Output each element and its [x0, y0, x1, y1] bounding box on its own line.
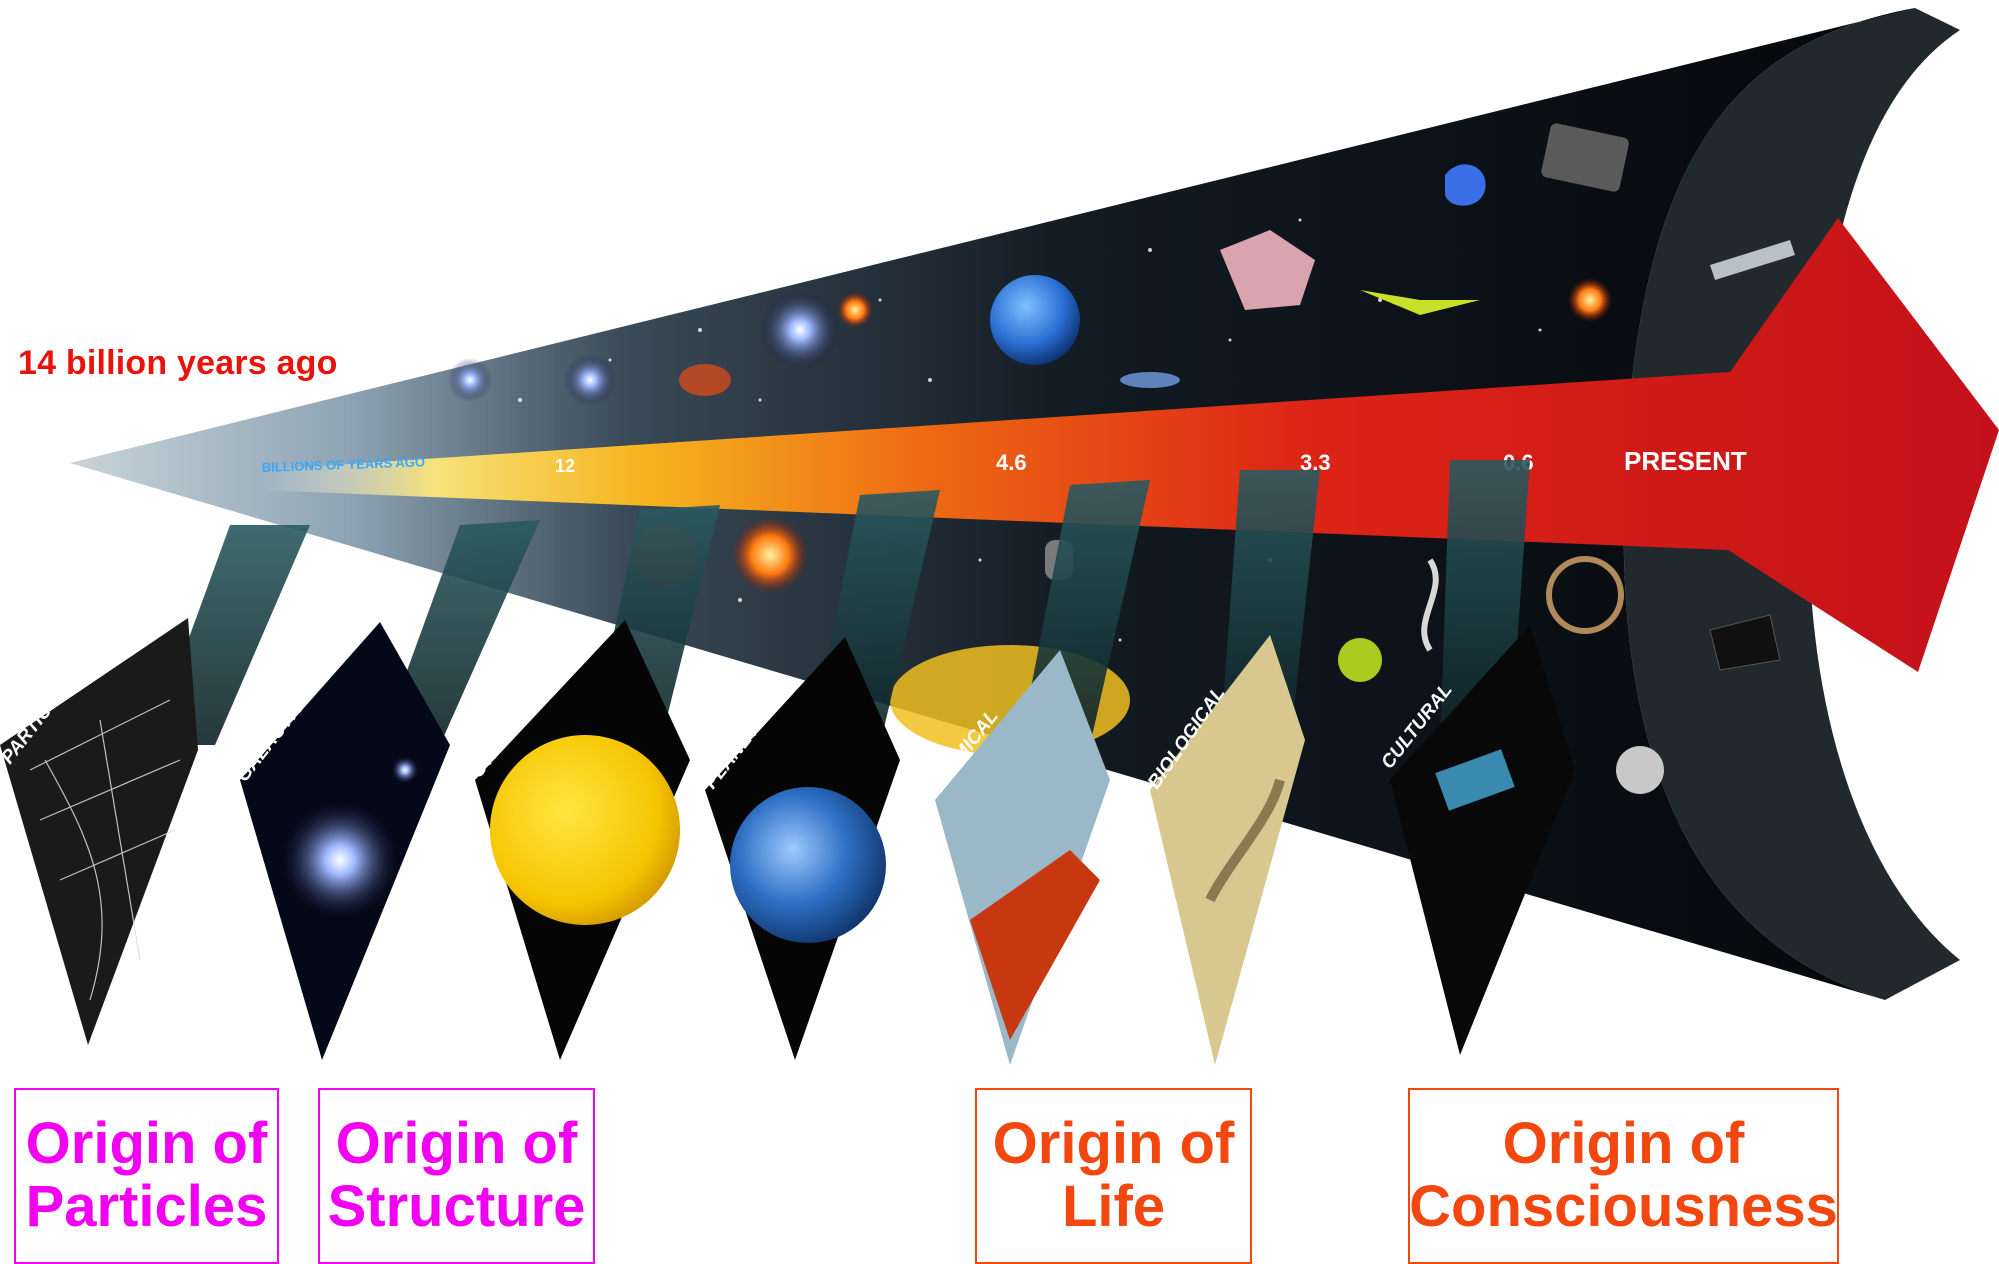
pterosaur-icon	[1360, 290, 1480, 315]
origin-particles-box: Origin of Particles	[14, 1088, 279, 1264]
nebula-icon	[679, 364, 731, 396]
origin-structure-line2: Structure	[327, 1174, 586, 1239]
origin-life-line2: Life	[1061, 1174, 1166, 1239]
start-time-label: 14 billion years ago	[18, 344, 338, 382]
era-panel-cultural	[1390, 625, 1575, 1055]
fire-icon	[1568, 278, 1612, 322]
airplane-icon	[1710, 240, 1795, 280]
origin-life-line1: Origin of	[992, 1111, 1235, 1177]
era-panel-particulate	[0, 618, 198, 1045]
star-flare-icon	[837, 292, 873, 328]
piano-icon	[1709, 614, 1781, 671]
early-galaxy-icon	[448, 358, 492, 402]
origin-consciousness-box: Origin of Consciousness	[1408, 1088, 1839, 1264]
flower-icon	[1445, 164, 1486, 206]
trilobite-icon	[1205, 778, 1285, 903]
origin-consciousness-line1: Origin of	[1502, 1111, 1745, 1177]
earth-icon	[730, 787, 886, 943]
sun-icon	[490, 735, 680, 925]
watch-icon	[1616, 746, 1664, 794]
bright-galaxy-icon	[732, 517, 808, 593]
stone-tablet-icon	[1541, 123, 1629, 192]
particle-tracks-icon	[29, 699, 181, 1001]
origin-particles-line1: Origin of	[25, 1111, 268, 1177]
axis-marker-4-6: 4.6	[996, 450, 1027, 475]
spiral-galaxy-icon	[564, 354, 616, 406]
axis-marker-12: 12	[555, 456, 575, 476]
dna-icon	[1421, 558, 1439, 652]
axis-caption: BILLIONS OF YEARS AGO	[262, 454, 426, 475]
origin-life-box: Origin of Life	[975, 1088, 1252, 1264]
star-cluster-icon	[760, 290, 840, 370]
blue-planet-icon	[990, 275, 1080, 365]
origin-structure-line1: Origin of	[335, 1111, 578, 1177]
space-station-icon	[1435, 749, 1515, 811]
origin-particles-line2: Particles	[25, 1174, 268, 1239]
comet-icon	[1120, 372, 1180, 388]
wagon-wheel-icon	[1546, 556, 1624, 634]
era-panel-chemical	[935, 650, 1110, 1065]
lava-icon	[970, 850, 1100, 1040]
crystal-icon	[1220, 230, 1315, 310]
origin-structure-box: Origin of Structure	[318, 1088, 595, 1264]
axis-marker-present: PRESENT	[1624, 446, 1747, 476]
origin-consciousness-line2: Consciousness	[1409, 1174, 1838, 1239]
era-panel-biological	[1150, 635, 1305, 1065]
cell-icon	[1338, 638, 1382, 682]
galaxy-icon	[280, 800, 400, 920]
